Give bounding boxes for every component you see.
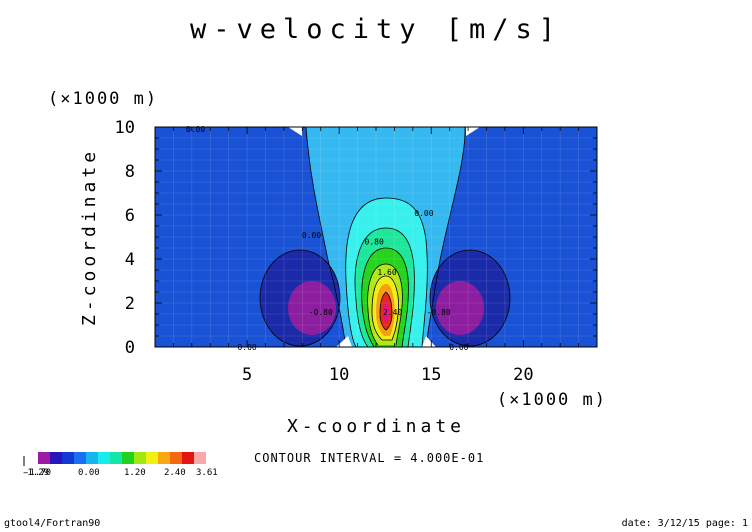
contour-labels: 0.00 0.00 0.00 0.80 1.60 2.40 -0.80 -0.80 0.00 0.…: [186, 125, 469, 352]
y-tick-label: 6: [125, 206, 135, 226]
y-tick-label: 8: [125, 162, 135, 182]
colorbar-swatch: [110, 452, 122, 464]
colorbar-swatch: [170, 452, 182, 464]
chart-title: w-velocity [m/s]: [190, 14, 562, 45]
plot-area: 0.00 0.00 0.00 0.80 1.60 2.40 -0.80 -0.80 0.00 0.…: [154, 125, 598, 352]
y-axis-label: Z-coordinate: [79, 148, 100, 326]
colorbar-tick-label: 2.40: [164, 468, 186, 478]
colorbar-tick-label: 0.00: [78, 468, 100, 478]
x-tick-label: 5: [242, 365, 252, 385]
contour-label: -0.80: [427, 308, 451, 317]
contour-line-negative: [429, 249, 511, 347]
colorbar-swatch: [38, 452, 50, 464]
contour-label: -0.80: [309, 308, 333, 317]
colorbar-max-label: 3.61: [196, 468, 218, 478]
y-tick-label: 0: [125, 338, 135, 358]
colorbar-swatch: [74, 452, 86, 464]
colorbar-swatch: [122, 452, 134, 464]
negative-core-left: [288, 281, 336, 335]
contour-line-160: [361, 247, 409, 347]
colorbar: [38, 452, 206, 464]
colorbar-swatch: [86, 452, 98, 464]
contour-line-320: [379, 291, 393, 331]
contour-line-zero: [305, 127, 347, 347]
colorbar-min-label-overprint: -1.70: [24, 468, 51, 478]
colorbar-swatch: [146, 452, 158, 464]
colorbar-tick-label: 1.20: [124, 468, 146, 478]
colorbar-swatch: [98, 452, 110, 464]
y-axis-unit: (×1000 m): [48, 89, 158, 109]
contour-label: 0.00: [302, 231, 321, 240]
colorbar-swatch: [134, 452, 146, 464]
y-tick-label: 10: [115, 118, 135, 138]
contour-line-negative: [259, 249, 341, 347]
axis-ticks: [155, 126, 597, 348]
x-tick-label: 10: [329, 365, 349, 385]
updraft-peak: [383, 300, 389, 323]
colorbar-swatch: [50, 452, 62, 464]
white-gap-left: [336, 336, 352, 347]
contour-label: 0.00: [414, 209, 433, 218]
footer-left: gtool4/Fortran90: [4, 518, 100, 529]
contour-line-080: [345, 197, 428, 347]
colorbar-tick-labels: 0.00 1.20 2.40: [78, 468, 186, 478]
x-axis-unit: (×1000 m): [497, 390, 607, 410]
colorbar-min-label: -1.29: [22, 468, 49, 478]
x-tick-labels: 5 10 15 20: [242, 365, 534, 385]
contour-label: 0.80: [365, 237, 384, 246]
colorbar-swatch: [194, 452, 206, 464]
contour-fill: [155, 127, 597, 347]
contour-line-200: [367, 263, 403, 346]
x-axis-label: X-coordinate: [287, 416, 465, 437]
y-tick-label: 4: [125, 250, 135, 270]
contour-lines: [259, 127, 511, 347]
grid-lines: [155, 127, 597, 347]
colorbar-swatch: [158, 452, 170, 464]
y-tick-label: 2: [125, 294, 135, 314]
contour-interval-text: CONTOUR INTERVAL = 4.000E-01: [254, 451, 484, 465]
x-tick-label: 15: [421, 365, 441, 385]
contour-label: 0.00: [237, 343, 256, 352]
x-tick-label: 20: [513, 365, 533, 385]
white-gap-right: [422, 336, 436, 347]
y-tick-labels: 0 2 4 6 8 10: [115, 118, 135, 358]
footer-right: date: 3/12/15 page: 1: [622, 518, 748, 529]
contour-label: 2.40: [383, 308, 402, 317]
colorbar-swatch: [62, 452, 74, 464]
contour-label: 0.00: [449, 343, 468, 352]
contour-label: 0.00: [186, 125, 205, 134]
negative-core-right: [436, 281, 484, 335]
white-notch-left: [288, 127, 302, 136]
contour-label: 1.60: [377, 268, 396, 277]
contour-line-zero: [425, 127, 466, 347]
white-notch-right: [466, 127, 480, 136]
contour-line-240: [371, 275, 399, 341]
colorbar-swatch: [182, 452, 194, 464]
contour-line-120: [354, 227, 415, 347]
